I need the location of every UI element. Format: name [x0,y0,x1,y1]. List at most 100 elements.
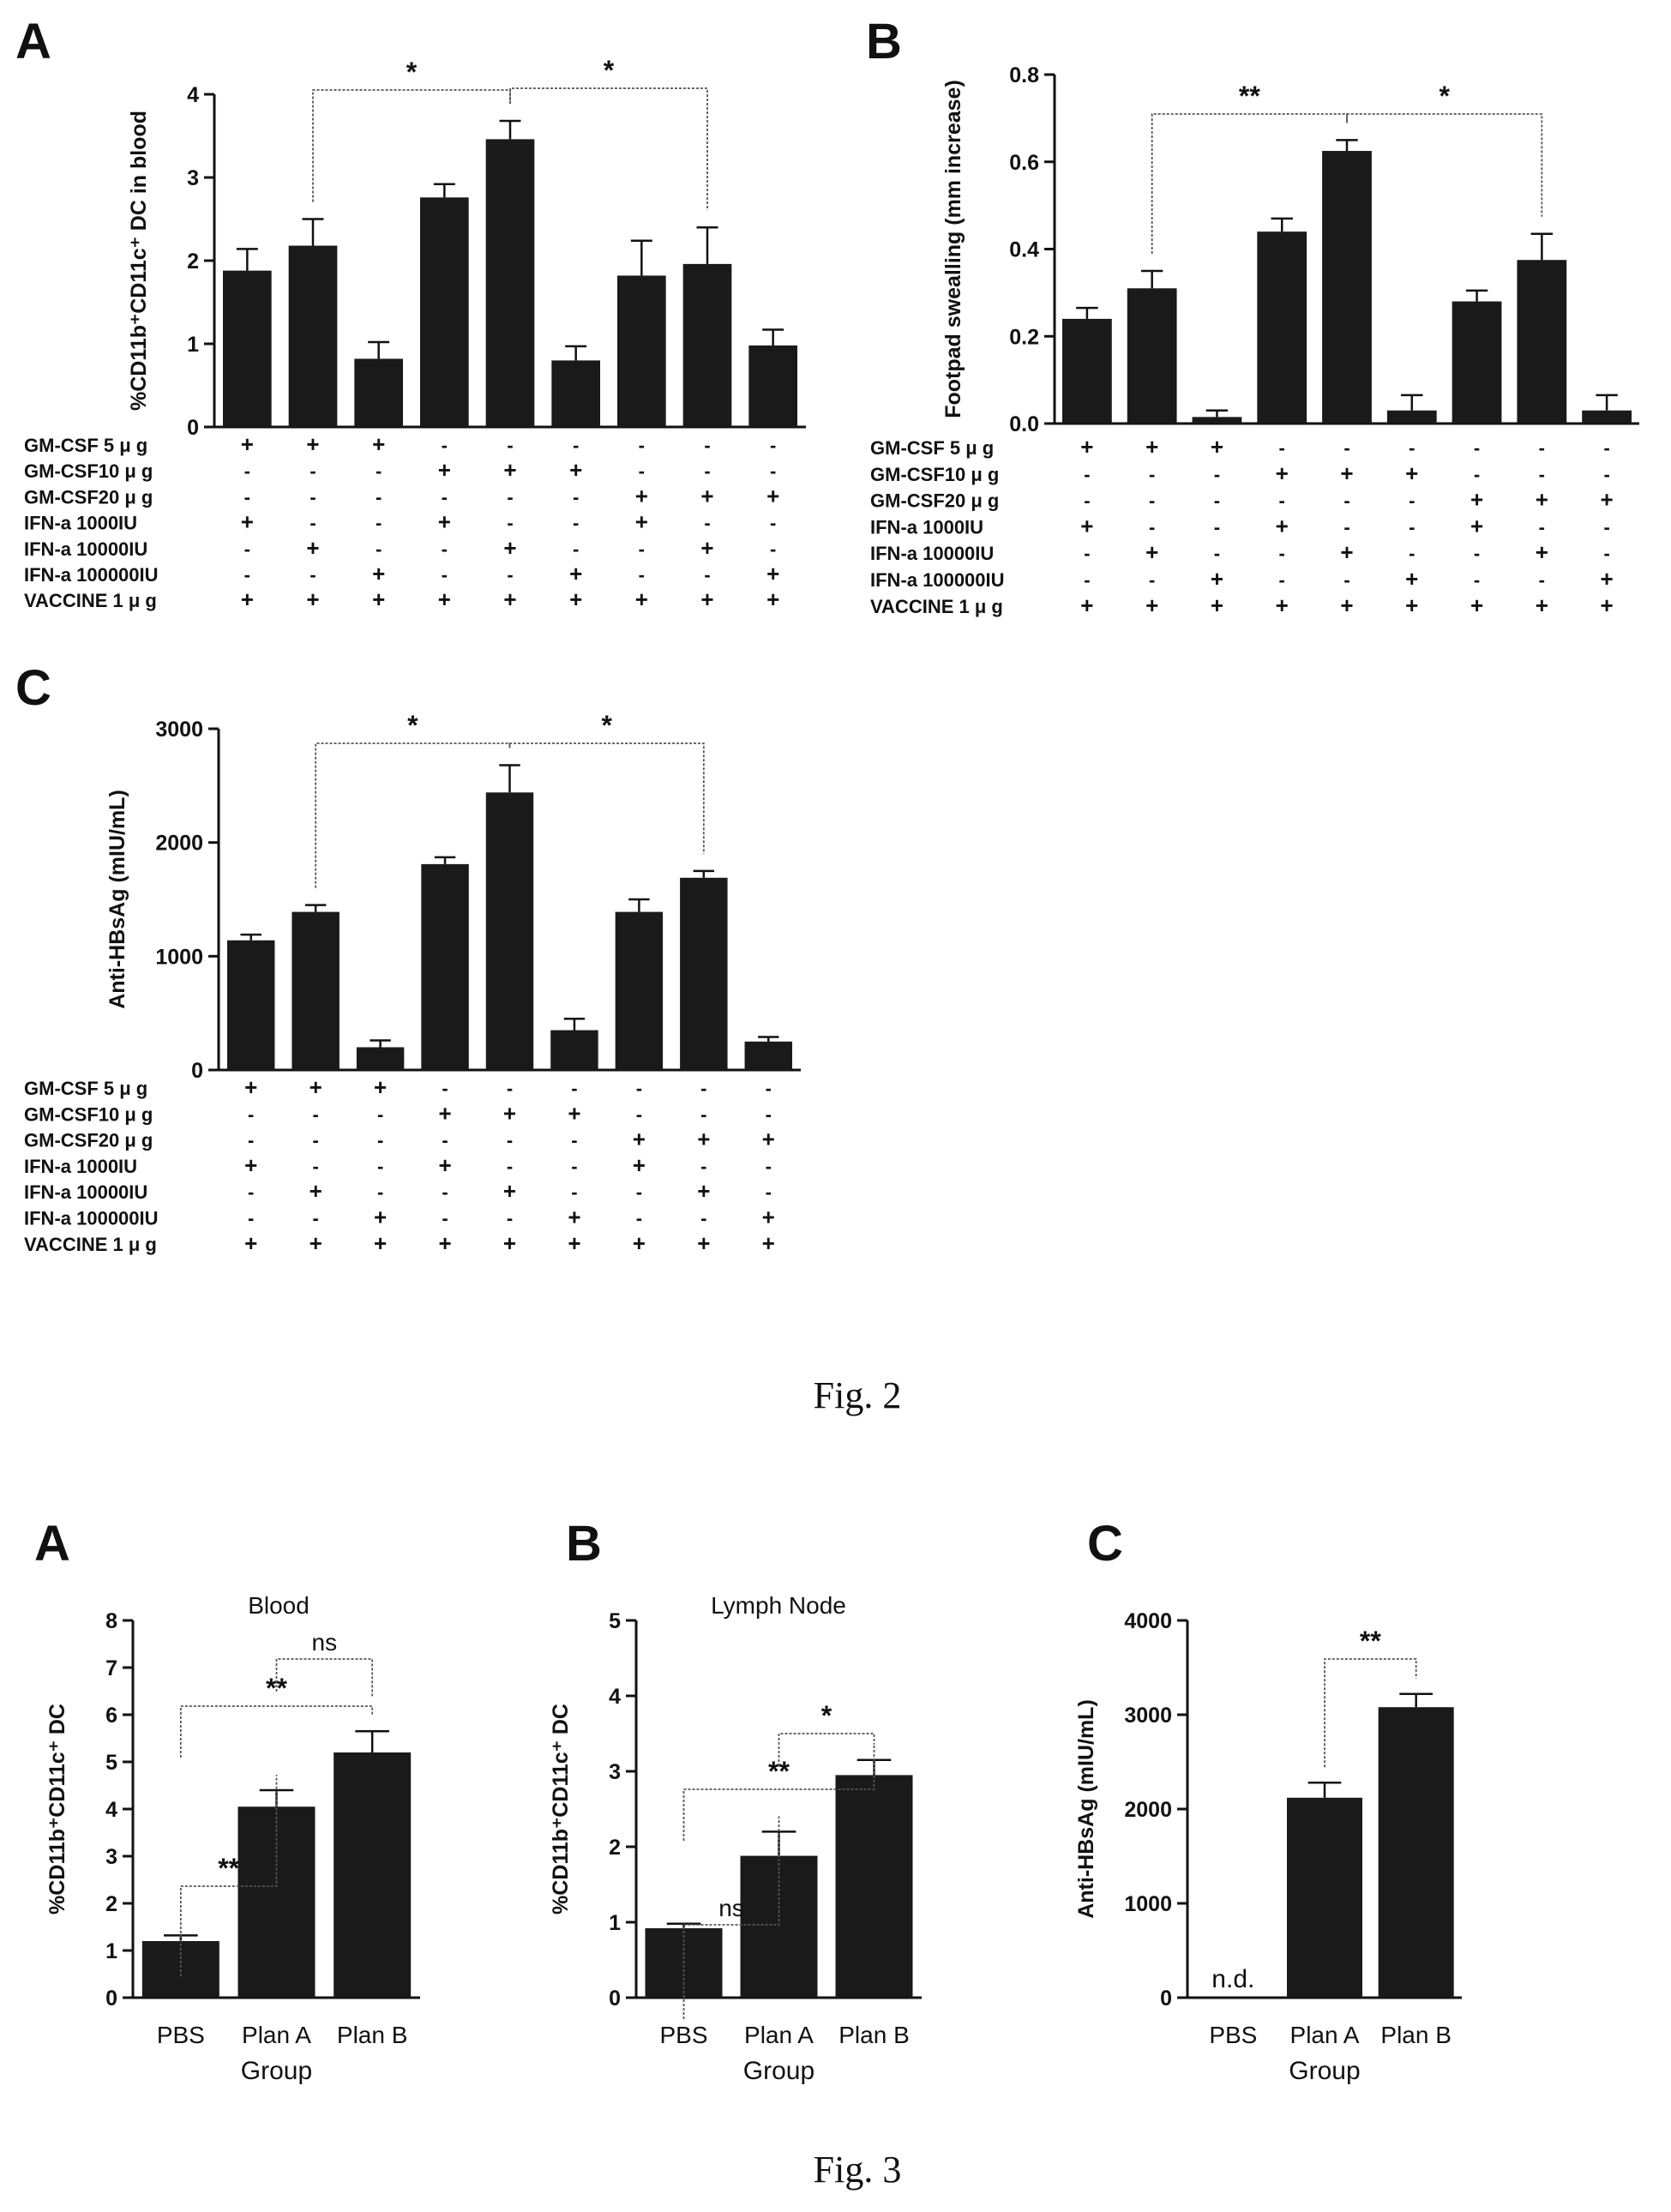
condition-mark: - [704,435,710,456]
condition-mark: - [442,564,448,586]
condition-mark: - [248,1130,254,1151]
condition-mark: - [639,564,645,586]
condition-mark: - [310,513,316,534]
condition-label: GM-CSF10 μ g [870,464,999,485]
condition-mark: + [569,457,582,483]
condition-mark: + [1470,487,1483,513]
condition-mark: + [310,1074,322,1100]
y-tick-label: 0.0 [1009,412,1039,436]
y-tick-label: 3 [187,166,199,190]
bar [835,1775,913,1998]
condition-mark: - [1409,490,1415,512]
condition-mark: + [568,1230,580,1256]
condition-mark: + [1536,592,1548,618]
condition-mark: - [573,513,579,534]
significance-bracket [682,1816,780,2019]
y-tick-label: 2000 [155,832,203,856]
bar [748,345,797,427]
panel-letter: C [15,660,51,716]
x-axis-label: Group [743,2057,814,2085]
significance-label: ** [1360,1626,1381,1656]
condition-mark: - [1474,464,1480,485]
condition-mark: - [442,435,448,456]
bar [680,877,728,1070]
condition-mark: - [442,1208,448,1229]
condition-mark: - [573,435,579,456]
condition-mark: + [306,586,319,612]
condition-mark: - [310,564,316,586]
panel-letter: A [34,1516,70,1572]
condition-mark: - [376,486,382,508]
significance-bracket [1151,113,1348,254]
condition-mark: - [1279,437,1285,459]
condition-mark: - [704,460,710,482]
x-tick-label: Plan B [337,2022,408,2048]
condition-mark: - [1279,543,1285,564]
condition-mark: - [248,1103,254,1125]
condition-mark: + [1405,592,1418,618]
condition-mark: - [770,513,776,534]
significance-bracket [179,1705,374,1758]
condition-mark: + [503,586,516,612]
condition-mark: - [573,486,579,508]
condition-mark: - [636,1103,642,1125]
condition-mark: - [571,1130,577,1151]
y-axis-label: Anti-HBsAg (mIU/mL) [105,790,129,1009]
y-tick-label: 0.2 [1009,325,1039,349]
x-axis-label: Group [241,2057,312,2085]
y-tick-label: 0.4 [1009,238,1039,262]
condition-mark: - [704,564,710,586]
condition-mark: - [1149,569,1155,591]
y-tick-label: 1 [187,333,199,357]
condition-mark: - [376,513,382,534]
condition-mark: - [571,1078,577,1099]
chart-panel-3: A Blood 0 1 2 3 4 5 6 7 8 %CD11b⁺CD11c⁺ DC PBS Plan A… [34,1516,420,2085]
condition-label: IFN-a 100000IU [24,564,159,586]
condition-mark: + [1470,592,1483,618]
condition-mark: - [507,564,513,586]
condition-mark: + [310,1230,322,1256]
condition-label: IFN-a 100000IU [870,569,1005,591]
condition-mark: - [700,1208,706,1229]
y-tick-label: 0 [187,416,199,440]
panel-letter: C [1087,1516,1123,1572]
condition-mark: + [372,431,385,457]
bar [334,1752,412,1998]
bar [740,1855,818,1998]
condition-mark: - [770,538,776,560]
bar [1257,231,1307,424]
condition-mark: + [635,509,648,535]
condition-mark: - [1214,543,1220,564]
condition-mark: - [248,1181,254,1203]
condition-label: VACCINE 1 μ g [24,590,157,611]
x-tick-label: PBS [157,2022,205,2048]
significance-bracket [509,87,708,211]
condition-label: GM-CSF10 μ g [24,460,153,482]
condition-label: GM-CSF20 μ g [24,486,153,508]
y-tick-label: 0.8 [1009,63,1039,87]
condition-mark: + [438,586,451,612]
condition-mark: - [1343,437,1349,459]
y-tick-label: 0.6 [1009,151,1039,175]
condition-mark: + [569,561,582,586]
condition-mark: - [244,460,250,482]
bar [485,792,534,1070]
condition-label: GM-CSF20 μ g [24,1130,153,1151]
x-tick-label: Plan A [242,2022,311,2048]
condition-mark: + [438,457,451,483]
bar [1386,410,1437,424]
x-tick-label: PBS [1209,2022,1257,2048]
condition-mark: + [374,1074,387,1100]
condition-mark: + [374,1205,387,1230]
condition-label: GM-CSF 5 μ g [24,435,147,456]
condition-mark: + [700,483,713,508]
condition-mark: - [636,1208,642,1229]
significance-bracket [508,742,705,854]
condition-mark: - [766,1156,772,1177]
x-tick-label: Plan A [744,2022,814,2048]
significance-label: * [406,57,418,87]
condition-mark: + [633,1230,646,1256]
condition-mark: + [697,1127,710,1152]
y-tick-label: 2000 [1124,1798,1172,1822]
condition-mark: - [1603,464,1609,485]
